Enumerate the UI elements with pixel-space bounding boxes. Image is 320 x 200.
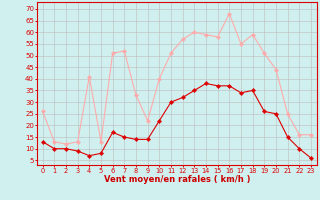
X-axis label: Vent moyen/en rafales ( km/h ): Vent moyen/en rafales ( km/h ): [104, 175, 250, 184]
